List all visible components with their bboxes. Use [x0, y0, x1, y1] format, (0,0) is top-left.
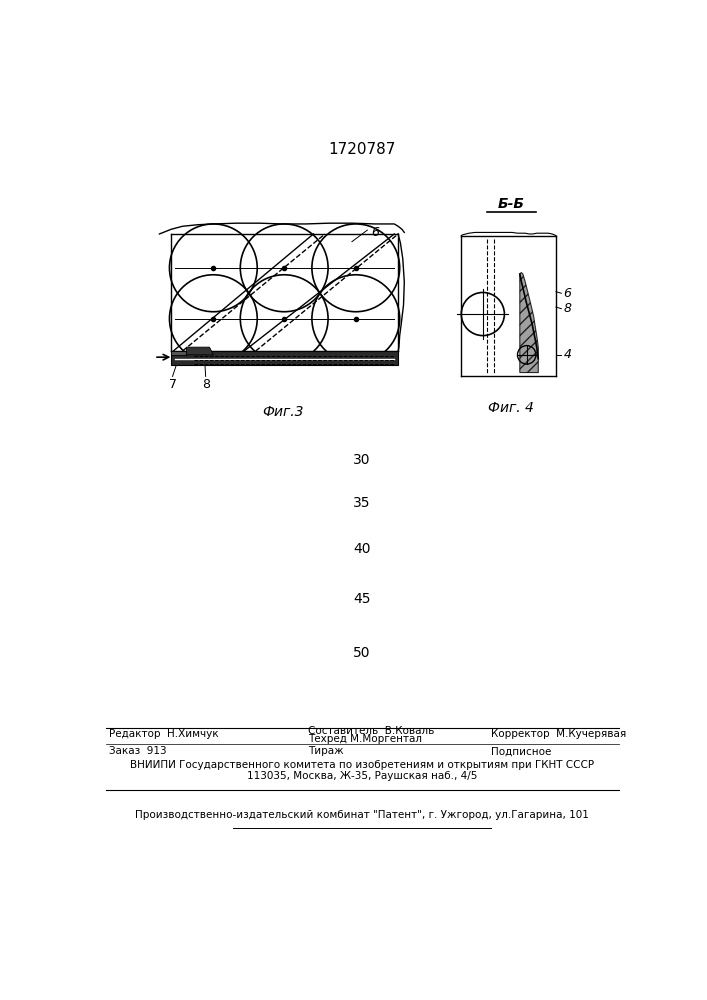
Text: 8: 8: [201, 378, 210, 391]
Text: 50: 50: [354, 646, 370, 660]
Polygon shape: [187, 347, 214, 355]
Text: 6: 6: [371, 226, 379, 239]
Text: Фиг.3: Фиг.3: [262, 405, 303, 419]
Text: Редактор  Н.Химчук: Редактор Н.Химчук: [110, 729, 219, 739]
Text: 113035, Москва, Ж-35, Раушская наб., 4/5: 113035, Москва, Ж-35, Раушская наб., 4/5: [247, 771, 477, 781]
Text: 1720787: 1720787: [328, 142, 396, 157]
Text: 45: 45: [354, 592, 370, 606]
Text: 6: 6: [563, 287, 572, 300]
Text: Б-Б: Б-Б: [498, 197, 525, 211]
Text: Составитель  В.Коваль: Составитель В.Коваль: [308, 726, 434, 736]
Text: 30: 30: [354, 453, 370, 467]
Text: Техред М.Моргентал: Техред М.Моргентал: [308, 734, 422, 744]
Text: 40: 40: [354, 542, 370, 556]
Text: Корректор  М.Кучерявая: Корректор М.Кучерявая: [491, 729, 626, 739]
Text: 35: 35: [354, 496, 370, 510]
Text: 8: 8: [563, 302, 572, 315]
Text: 4: 4: [563, 348, 572, 361]
Text: Тираж: Тираж: [308, 746, 344, 756]
Polygon shape: [171, 351, 398, 365]
Text: Фиг. 4: Фиг. 4: [489, 401, 534, 415]
Text: Производственно-издательский комбинат "Патент", г. Ужгород, ул.Гагарина, 101: Производственно-издательский комбинат "П…: [135, 810, 589, 820]
Polygon shape: [171, 351, 187, 355]
Text: Подписное: Подписное: [491, 746, 551, 756]
Polygon shape: [520, 272, 538, 373]
Text: ВНИИПИ Государственного комитета по изобретениям и открытиям при ГКНТ СССР: ВНИИПИ Государственного комитета по изоб…: [130, 760, 594, 770]
Text: Заказ  913: Заказ 913: [110, 746, 167, 756]
Text: 7: 7: [168, 378, 177, 391]
